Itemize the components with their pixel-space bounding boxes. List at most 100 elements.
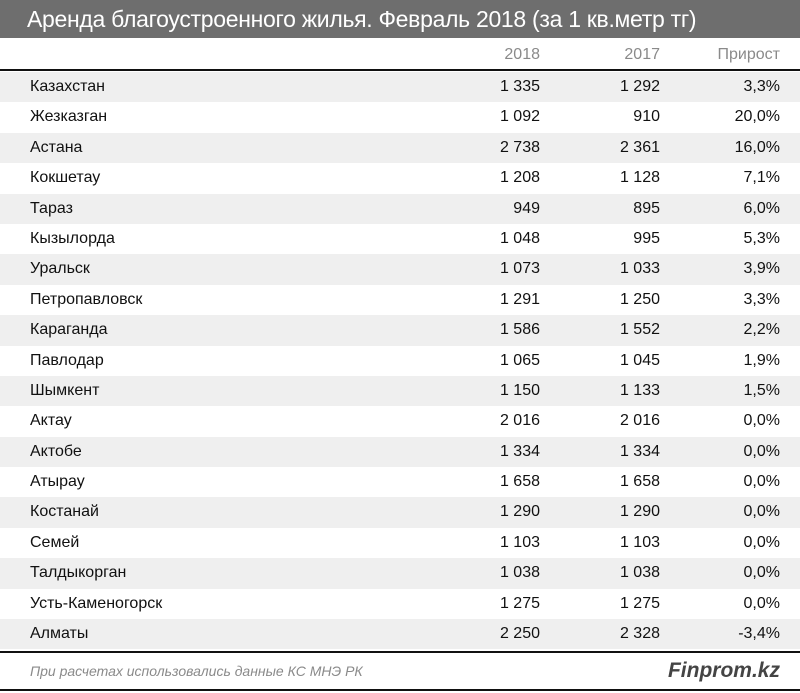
city-name: Атырау [30, 473, 85, 491]
value-2017: 1 133 [619, 381, 660, 399]
growth-value: 2,2% [743, 321, 780, 339]
city-name: Караганда [30, 321, 108, 339]
city-name: Усть-Каменогорск [30, 594, 163, 612]
table-row: Актобе 1 334 1 334 0,0% [0, 436, 800, 468]
table-row: Казахстан 1 335 1 292 3,3% [0, 72, 800, 103]
value-2017: 1 290 [619, 503, 660, 521]
header-2017: 2017 [624, 46, 660, 63]
header-growth: Прирост [717, 46, 780, 63]
table-row: Павлодар 1 065 1 045 1,9% [0, 346, 800, 376]
growth-value: 0,0% [743, 442, 780, 460]
bottom-divider [0, 689, 800, 691]
brand-logo: Finprom.kz [667, 659, 780, 682]
city-name: Шымкент [30, 381, 100, 399]
growth-value: 3,3% [743, 78, 780, 95]
city-name: Астана [30, 138, 83, 156]
growth-value: 20,0% [734, 108, 780, 126]
header-2018: 2018 [504, 46, 540, 63]
value-2018: 1 092 [499, 108, 540, 126]
value-2017: 1 103 [619, 533, 660, 551]
value-2017: 1 334 [619, 442, 660, 460]
city-name: Алматы [30, 625, 89, 643]
value-2017: 1 292 [619, 78, 660, 95]
growth-value: 0,0% [743, 594, 780, 612]
value-2017: 1 038 [619, 564, 660, 582]
city-name: Костанай [30, 503, 99, 521]
growth-value: 1,9% [743, 351, 780, 369]
city-name: Казахстан [30, 78, 105, 95]
table-body: Казахстан 1 335 1 292 3,3% Жезказган 1 092 910… [0, 72, 800, 650]
table-row: Усть-Каменогорск 1 275 1 275 0,0% [0, 589, 800, 619]
value-2018: 1 038 [499, 564, 540, 582]
growth-value: 1,5% [743, 381, 780, 399]
value-2017: 1 552 [619, 321, 660, 339]
table-row: Семей 1 103 1 103 0,0% [0, 528, 800, 558]
table-row: Астана 2 738 2 361 16,0% [0, 132, 800, 164]
growth-value: 6,0% [743, 199, 780, 217]
table-row: Жезказган 1 092 910 20,0% [0, 102, 800, 132]
value-2017: 1 128 [619, 169, 660, 187]
value-2018: 1 048 [499, 229, 540, 247]
header-divider [0, 69, 800, 71]
growth-value: 0,0% [743, 533, 780, 551]
table-row: Кокшетау 1 208 1 128 7,1% [0, 163, 800, 193]
table-title: Аренда благоустроенного жилья. Февраль 2… [0, 0, 800, 38]
value-2018: 1 334 [499, 442, 540, 460]
growth-value: 16,0% [734, 138, 780, 156]
table-row: Шымкент 1 150 1 133 1,5% [0, 375, 800, 407]
growth-value: 0,0% [743, 412, 780, 430]
city-name: Петропавловск [30, 290, 143, 308]
city-name: Тараз [30, 199, 73, 217]
value-2018: 2 016 [499, 412, 540, 430]
city-name: Актобе [30, 442, 82, 460]
table-row: Караганда 1 586 1 552 2,2% [0, 315, 800, 346]
source-note: При расчетах использовались данные КС МН… [30, 663, 363, 679]
table-row: Тараз 949 895 6,0% [0, 193, 800, 224]
growth-value: 5,3% [743, 229, 780, 247]
value-2018: 1 073 [499, 260, 540, 278]
value-2018: 1 208 [499, 169, 540, 187]
value-2017: 1 045 [619, 351, 660, 369]
table-row: Костанай 1 290 1 290 0,0% [0, 497, 800, 528]
table-row: Актау 2 016 2 016 0,0% [0, 406, 800, 436]
value-2017: 2 361 [619, 138, 660, 156]
value-2018: 1 658 [499, 473, 540, 491]
value-2017: 895 [633, 199, 660, 217]
value-2018: 1 065 [499, 351, 540, 369]
growth-value: 0,0% [743, 564, 780, 582]
footer-divider [0, 651, 800, 653]
city-name: Кызылорда [30, 229, 115, 247]
city-name: Кокшетау [30, 169, 101, 187]
table-row: Талдыкорган 1 038 1 038 0,0% [0, 558, 800, 589]
value-2018: 1 290 [499, 503, 540, 521]
value-2017: 1 275 [619, 594, 660, 612]
city-name: Павлодар [30, 351, 104, 369]
growth-value: 7,1% [743, 169, 780, 187]
city-name: Талдыкорган [30, 564, 127, 582]
growth-value: 0,0% [743, 503, 780, 521]
value-2017: 1 033 [619, 260, 660, 278]
city-name: Уральск [30, 260, 90, 278]
value-2017: 1 658 [619, 473, 660, 491]
value-2018: 1 335 [499, 78, 540, 95]
footer: При расчетах использовались данные КС МН… [0, 654, 800, 688]
city-name: Актау [30, 412, 72, 430]
city-name: Семей [30, 533, 80, 551]
value-2017: 995 [633, 229, 660, 247]
table-row: Петропавловск 1 291 1 250 3,3% [0, 285, 800, 315]
value-2017: 910 [633, 108, 660, 126]
growth-value: 0,0% [743, 473, 780, 491]
value-2018: 1 291 [499, 290, 540, 308]
value-2018: 2 250 [499, 625, 540, 643]
value-2017: 2 016 [619, 412, 660, 430]
value-2018: 1 150 [499, 381, 540, 399]
growth-value: 3,9% [743, 260, 780, 278]
value-2018: 2 738 [499, 138, 540, 156]
table-row: Алматы 2 250 2 328 -3,4% [0, 619, 800, 650]
value-2018: 949 [513, 199, 540, 217]
growth-value: -3,4% [738, 625, 780, 643]
value-2018: 1 275 [499, 594, 540, 612]
table-row: Уральск 1 073 1 033 3,9% [0, 254, 800, 285]
value-2018: 1 103 [499, 533, 540, 551]
table-row: Атырау 1 658 1 658 0,0% [0, 467, 800, 497]
